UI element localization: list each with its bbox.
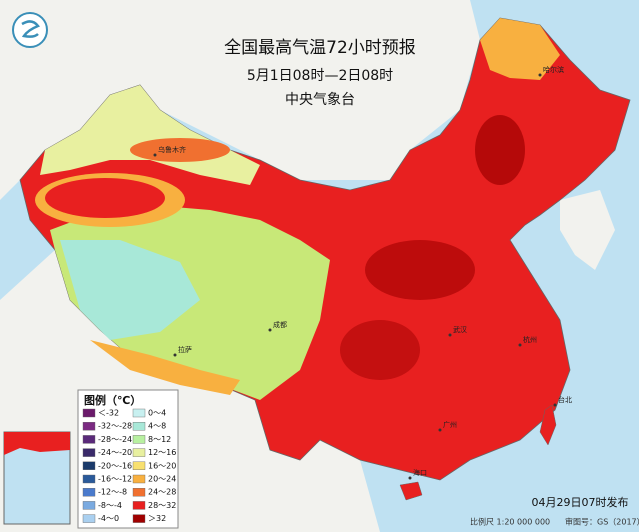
tarim	[45, 178, 165, 218]
approval: 审图号：GS（2017）3320号	[565, 517, 639, 527]
hot-zone	[365, 240, 475, 300]
hainan	[399, 481, 423, 501]
legend-swatch	[132, 422, 146, 431]
hot-zone	[475, 115, 525, 185]
issuer: 中央气象台	[285, 92, 355, 108]
legend-label: 8～12	[148, 435, 171, 444]
legend-swatch	[82, 514, 96, 523]
legend-label: -28～-24	[98, 435, 132, 444]
legend-label: 4～8	[148, 422, 166, 431]
legend-label: -12～-8	[98, 488, 127, 497]
city-label: 乌鲁木齐	[158, 145, 186, 154]
city-dot	[553, 403, 557, 407]
city-dot	[408, 476, 412, 480]
city-label: 拉萨	[178, 345, 192, 354]
legend-title: 图例（℃）	[84, 393, 141, 407]
scale: 比例尺 1:20 000 000	[470, 517, 550, 527]
legend-label: -16～-12	[98, 475, 132, 484]
legend-label: 0～4	[148, 409, 166, 418]
legend-swatch	[132, 435, 146, 444]
hot-zone	[340, 320, 420, 380]
city-label: 杭州	[523, 335, 537, 344]
legend-swatch	[82, 474, 96, 484]
city-label: 海口	[413, 468, 427, 477]
legend-label: 24～28	[148, 488, 176, 497]
city-label: 武汉	[453, 325, 467, 334]
legend-swatch	[132, 501, 146, 510]
tibet	[60, 240, 200, 340]
legend-swatch	[82, 501, 96, 510]
subtitle: 5月1日08时—2日08时	[247, 68, 393, 84]
legend-swatch	[132, 514, 146, 523]
legend-label: -20～-16	[98, 461, 132, 470]
city-dot	[448, 333, 452, 337]
legend-label: -8～-4	[98, 501, 122, 510]
city-dot	[173, 353, 177, 357]
legend-swatch	[132, 448, 146, 457]
city-dot	[153, 153, 157, 157]
city-dot	[438, 428, 442, 432]
legend-swatch	[82, 435, 96, 444]
city-label: 哈尔滨	[543, 65, 564, 74]
legend-swatch	[82, 448, 96, 457]
legend-swatch	[132, 488, 146, 497]
legend-swatch	[82, 461, 96, 470]
logo-mark	[21, 20, 40, 38]
inset-land	[4, 432, 70, 455]
legend-swatch	[82, 408, 96, 418]
legend-swatch	[132, 474, 146, 484]
legend-label: ＜-32	[98, 409, 119, 418]
legend-swatch	[132, 461, 146, 470]
south-tibet	[90, 340, 240, 395]
legend-swatch	[82, 422, 96, 431]
city-label: 台北	[558, 395, 572, 404]
neighbor-land	[0, 0, 480, 200]
northeast	[480, 18, 560, 80]
legend-label: 28～32	[148, 501, 176, 510]
city-label: 成都	[273, 320, 287, 329]
legend-label: -4～0	[98, 514, 119, 523]
city-dot	[538, 73, 542, 77]
legend-label: 20～24	[148, 475, 176, 484]
korea	[560, 190, 615, 270]
taiwan	[539, 404, 557, 446]
legend-swatch	[132, 408, 146, 418]
legend-label: -32～-28	[98, 422, 132, 431]
city-label: 广州	[443, 420, 457, 429]
legend-label: ＞32	[148, 514, 166, 523]
release-time: 04月29日07时发布	[532, 495, 629, 509]
title: 全国最高气温72小时预报	[224, 38, 416, 58]
legend-label: 12～16	[148, 448, 176, 457]
legend-swatch	[82, 488, 96, 497]
legend-label: -24～-20	[98, 448, 132, 457]
legend-label: 16～20	[148, 461, 176, 470]
city-dot	[268, 328, 272, 332]
city-dot	[518, 343, 522, 347]
